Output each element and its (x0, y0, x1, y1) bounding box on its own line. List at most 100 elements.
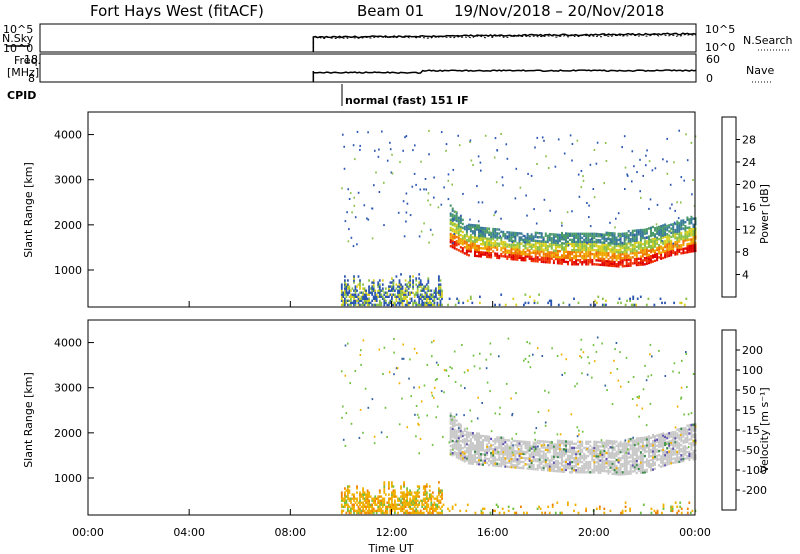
data-cell (542, 240, 545, 243)
near-range-cell (432, 509, 434, 513)
data-cell (530, 239, 533, 242)
data-cell (605, 445, 608, 449)
data-cell (654, 237, 656, 240)
data-cell (569, 448, 571, 452)
near-range-cell (371, 299, 374, 302)
data-cell (457, 224, 460, 228)
data-cell (664, 455, 667, 459)
data-cell (480, 247, 482, 250)
scatter-point (537, 236, 539, 239)
near-range-cell (422, 503, 425, 506)
near-range-cell (413, 301, 416, 305)
data-cell (654, 259, 656, 262)
scatter-point (348, 198, 351, 200)
near-range-cell (404, 297, 407, 300)
data-cell (639, 231, 642, 234)
scatter-point (529, 366, 532, 369)
data-cell (518, 250, 521, 253)
data-cell (601, 237, 604, 240)
data-cell (569, 259, 571, 262)
data-cell (498, 442, 501, 445)
data-cell (476, 452, 478, 456)
data-cell (633, 468, 636, 471)
data-cell (455, 227, 458, 231)
data-cell (571, 469, 574, 472)
scatter-point (512, 444, 514, 447)
data-cell (593, 465, 596, 468)
data-cell (556, 470, 559, 473)
data-cell (455, 217, 458, 220)
near-range-cell (409, 501, 411, 504)
data-cell (563, 452, 565, 455)
data-cell (528, 441, 531, 444)
near-range-cell (362, 303, 364, 307)
data-cell (571, 467, 574, 470)
data-cell (526, 457, 529, 460)
data-cell (668, 234, 671, 237)
near-range-cell (653, 509, 656, 513)
near-range-cell (372, 283, 375, 286)
near-range-cell (433, 497, 436, 500)
data-cell (449, 412, 452, 415)
near-range-cell (365, 495, 367, 498)
data-cell (554, 451, 557, 454)
scatter-point (545, 155, 547, 158)
data-cell (451, 244, 454, 247)
data-cell (461, 457, 464, 460)
near-range-cell (589, 303, 592, 307)
data-cell (603, 445, 606, 448)
data-cell (512, 239, 515, 243)
data-cell (615, 458, 618, 462)
data-cell (478, 246, 480, 250)
data-cell (595, 442, 598, 446)
data-cell (558, 246, 561, 249)
data-cell (660, 255, 663, 258)
data-cell (643, 240, 646, 244)
data-cell (455, 223, 458, 227)
data-cell (609, 470, 612, 473)
near-range-cell (403, 483, 405, 486)
data-cell (595, 467, 598, 470)
data-cell (469, 446, 472, 449)
data-cell (587, 469, 590, 472)
data-cell (597, 463, 600, 466)
near-range-cell (342, 295, 345, 298)
data-cell (516, 440, 519, 443)
near-range-cell (428, 495, 431, 498)
data-cell (631, 451, 634, 455)
data-cell (538, 466, 541, 469)
near-range-cell (416, 293, 419, 296)
near-range-cell (377, 507, 380, 510)
data-cell (512, 247, 515, 251)
data-cell (565, 462, 567, 465)
near-range-cell (456, 297, 458, 300)
data-cell (538, 448, 541, 451)
near-range-cell (427, 279, 430, 282)
data-cell (575, 469, 578, 472)
scatter-point (386, 159, 389, 162)
near-range-cell (427, 281, 430, 284)
data-cell (496, 254, 499, 257)
data-cell (469, 444, 472, 447)
data-cell (550, 465, 553, 468)
data-cell (453, 430, 456, 434)
data-cell (676, 232, 679, 235)
data-cell (609, 232, 612, 235)
data-cell (567, 464, 569, 468)
near-range-cell (507, 509, 510, 513)
near-range-cell (362, 493, 364, 496)
near-range-cell (391, 299, 393, 302)
data-cell (619, 442, 622, 446)
data-cell (552, 239, 555, 242)
near-range-cell (353, 301, 355, 305)
data-cell (556, 443, 559, 446)
near-range-cell (395, 287, 398, 290)
data-cell (686, 226, 689, 230)
data-cell (672, 227, 675, 230)
scatter-point (680, 397, 682, 400)
near-range-cell (365, 493, 367, 496)
near-range-cell (369, 287, 372, 290)
data-cell (684, 439, 687, 442)
data-cell (512, 258, 515, 261)
near-range-cell (340, 291, 343, 294)
